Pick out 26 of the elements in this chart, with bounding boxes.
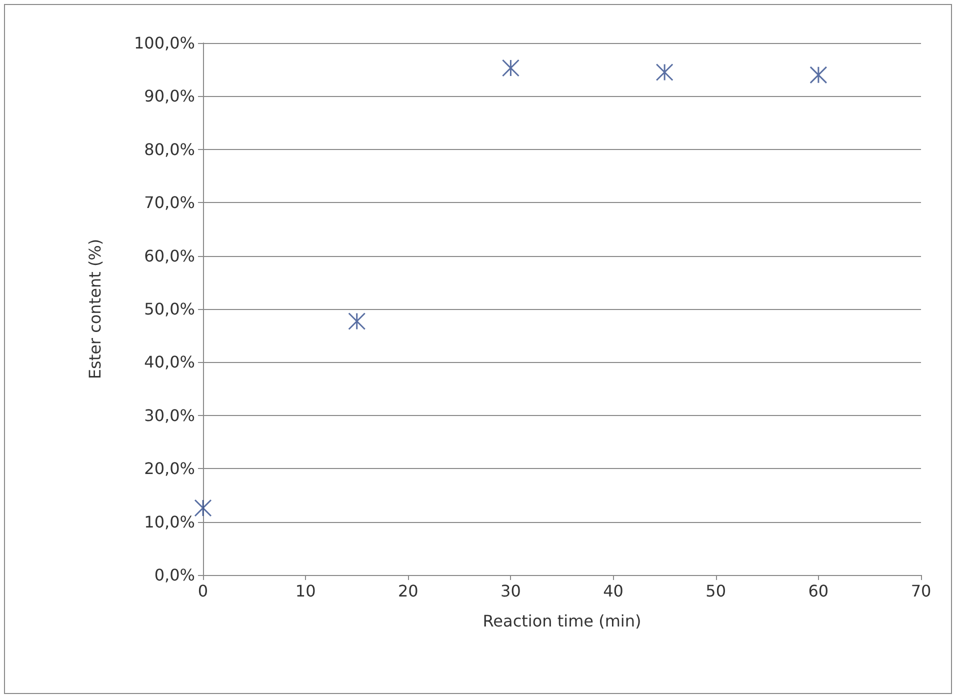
- y-tick-label: 10,0%: [144, 512, 195, 532]
- x-tick-label: 10: [295, 582, 316, 600]
- x-tick-label: 40: [603, 582, 624, 600]
- y-tick-label: 50,0%: [144, 300, 195, 318]
- y-tick-label: 30,0%: [144, 406, 195, 425]
- x-tick-label: 0: [198, 582, 208, 600]
- y-axis-title: Ester content (%): [86, 238, 104, 380]
- point: [810, 66, 828, 84]
- x-tick-label: 50: [706, 582, 726, 600]
- x-tick-label: 30: [500, 582, 521, 600]
- y-tick-label: 40,0%: [144, 352, 195, 372]
- y-tick-label: 80,0%: [144, 140, 195, 159]
- y-tick-label: 0,0%: [154, 566, 195, 584]
- y-tick-label: 90,0%: [144, 86, 195, 106]
- point: [502, 59, 520, 77]
- x-tick-label: 20: [398, 582, 418, 600]
- y-tick-label: 70,0%: [144, 193, 195, 212]
- point: [194, 499, 212, 517]
- x-axis-title: Reaction time (min): [482, 612, 642, 630]
- y-tick-label: 20,0%: [144, 459, 195, 478]
- y-tick-label: 100,0%: [134, 34, 195, 52]
- point: [656, 64, 674, 82]
- point: [348, 312, 366, 330]
- y-tick-label: 60,0%: [144, 246, 195, 266]
- x-tick-label: 60: [808, 582, 829, 600]
- x-tick-label: 70: [910, 582, 932, 600]
